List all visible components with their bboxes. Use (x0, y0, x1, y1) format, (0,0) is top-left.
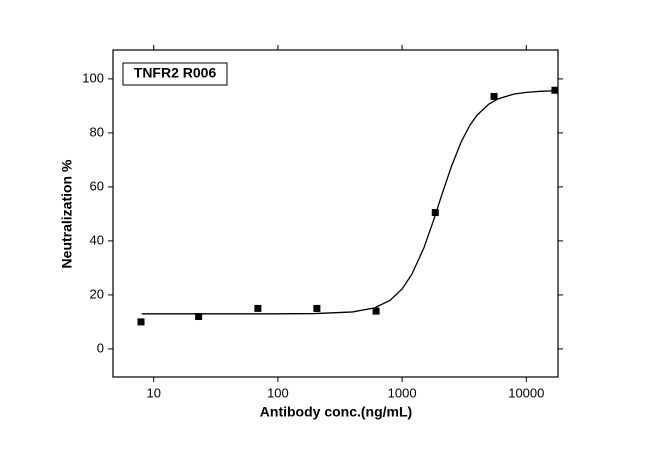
y-tick-label: 40 (90, 232, 104, 247)
y-tick-label: 0 (97, 340, 104, 355)
data-point (551, 86, 559, 94)
y-tick-label: 20 (90, 286, 104, 301)
x-axis-label: Antibody conc.(ng/mL) (260, 404, 412, 420)
data-point (254, 304, 262, 312)
data-point (490, 92, 498, 100)
y-tick-label: 60 (90, 178, 104, 193)
data-point (313, 304, 321, 312)
fit-curve (141, 90, 555, 315)
data-point (431, 209, 439, 217)
data-point (137, 318, 145, 326)
annotation: TNFR2 R006 (134, 65, 217, 81)
y-axis-label: Neutralization % (59, 159, 75, 268)
plot-frame (112, 49, 559, 378)
y-tick-label: 80 (90, 124, 104, 139)
data-point (372, 307, 380, 315)
x-tick-label: 1000 (388, 385, 417, 400)
x-tick-label: 100 (267, 385, 289, 400)
annotation-box (122, 62, 228, 86)
x-tick-label: 10 (146, 385, 160, 400)
y-tick-label: 100 (82, 70, 104, 85)
x-tick-label: 10000 (508, 385, 544, 400)
data-point (195, 313, 203, 321)
